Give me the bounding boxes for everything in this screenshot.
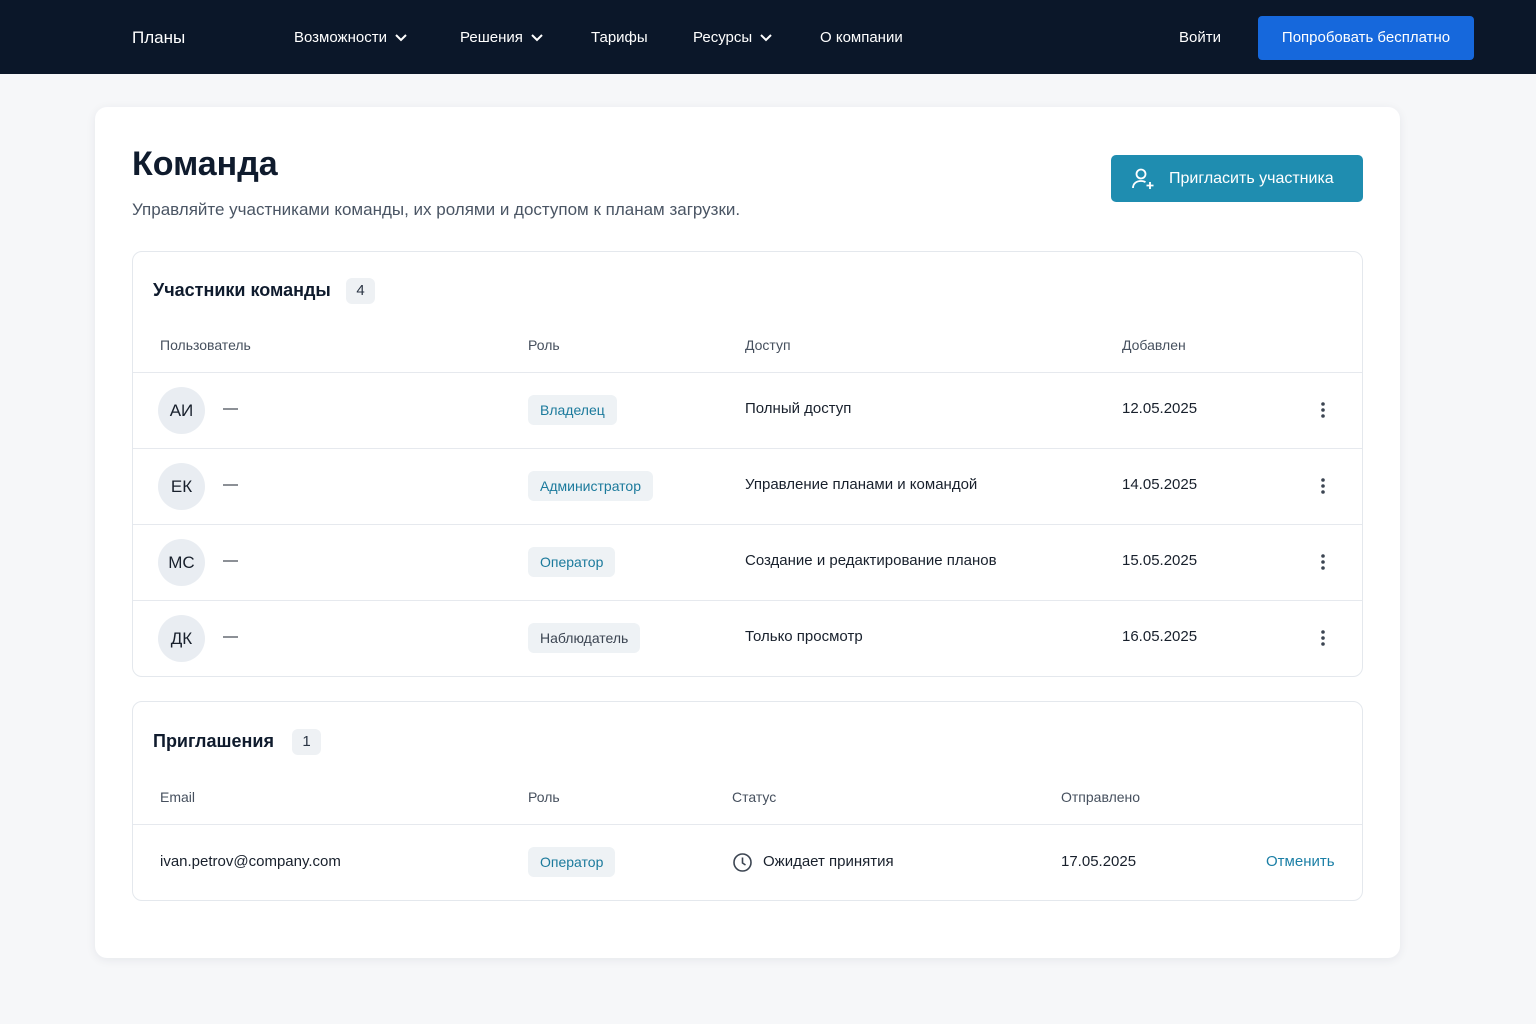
added-date: 16.05.2025 — [1122, 628, 1198, 645]
avatar: АИ — [158, 387, 205, 434]
user-plus-icon — [1132, 168, 1154, 189]
page-title: Команда — [132, 145, 278, 183]
invite-label: Пригласить участника — [1169, 170, 1334, 187]
member-name: — — [223, 628, 238, 645]
nav-item[interactable]: Тарифы — [591, 29, 648, 46]
nav-label: Ресурсы — [693, 29, 753, 46]
invites-count: 1 — [292, 729, 321, 755]
nav-label: Решения — [460, 29, 523, 46]
invite-button[interactable]: Пригласить участника — [1111, 155, 1363, 202]
login-link[interactable]: Войти — [1179, 29, 1221, 46]
member-name: — — [223, 400, 238, 417]
brand[interactable]: Планы — [132, 28, 186, 47]
kebab-icon — [1321, 402, 1325, 418]
row-menu[interactable] — [1321, 554, 1325, 570]
chevron — [531, 34, 543, 42]
nav-item[interactable]: Решения — [460, 29, 543, 46]
top-nav: Планы Возможности Решения Тарифы Ресурсы… — [0, 0, 1536, 74]
row-menu[interactable] — [1321, 478, 1325, 494]
access: Полный доступ — [745, 400, 852, 417]
access: Создание и редактирование планов — [745, 552, 997, 569]
divider — [133, 524, 1362, 525]
members-panel — [132, 251, 1363, 677]
added-date: 15.05.2025 — [1122, 552, 1198, 569]
access: Только просмотр — [745, 628, 863, 645]
members-title: Участники команды — [153, 280, 331, 300]
avatar: МС — [158, 539, 205, 586]
column-header: Статус — [732, 789, 777, 805]
invites-panel — [132, 701, 1363, 901]
nav-label: Возможности — [294, 29, 387, 46]
kebab-icon — [1321, 630, 1325, 646]
role-badge: Оператор — [528, 847, 616, 877]
chevron — [395, 34, 407, 42]
column-header: Доступ — [745, 337, 791, 353]
cancel-link[interactable]: Отменить — [1266, 853, 1335, 870]
avatar: ДК — [158, 615, 205, 662]
member-name: — — [223, 552, 238, 569]
divider — [133, 448, 1362, 449]
page-subtitle: Управляйте участниками команды, их ролям… — [132, 200, 741, 219]
column-header: Пользователь — [160, 337, 251, 353]
row-menu[interactable] — [1321, 402, 1325, 418]
cta-button[interactable]: Попробовать бесплатно — [1258, 16, 1474, 60]
nav-item[interactable]: Ресурсы — [693, 29, 772, 46]
column-header: Отправлено — [1061, 789, 1141, 805]
row-menu[interactable] — [1321, 630, 1325, 646]
access: Управление планами и командой — [745, 476, 978, 493]
clock-icon — [733, 853, 752, 872]
kebab-icon — [1321, 554, 1325, 570]
divider — [133, 372, 1362, 373]
divider — [133, 600, 1362, 601]
invite-sent: 17.05.2025 — [1061, 853, 1137, 870]
kebab-icon — [1321, 478, 1325, 494]
column-header: Роль — [528, 789, 560, 805]
column-header: Роль — [528, 337, 560, 353]
role-badge: Наблюдатель — [528, 623, 641, 653]
role-badge: Администратор — [528, 471, 654, 501]
invite-status: Ожидает принятия — [763, 853, 894, 870]
column-header: Добавлен — [1122, 337, 1186, 353]
role-badge: Оператор — [528, 547, 616, 577]
column-header: Email — [160, 789, 196, 805]
chevron — [760, 34, 772, 42]
invite-email: ivan.petrov@company.com — [160, 853, 341, 870]
members-count: 4 — [346, 278, 375, 304]
nav-item[interactable]: О компании — [820, 29, 903, 46]
member-name: — — [223, 476, 238, 493]
invites-title: Приглашения — [153, 731, 274, 751]
added-date: 12.05.2025 — [1122, 400, 1198, 417]
avatar: ЕК — [158, 463, 205, 510]
added-date: 14.05.2025 — [1122, 476, 1198, 493]
divider — [133, 824, 1362, 825]
role-badge: Владелец — [528, 395, 617, 425]
nav-item[interactable]: Возможности — [294, 29, 407, 46]
